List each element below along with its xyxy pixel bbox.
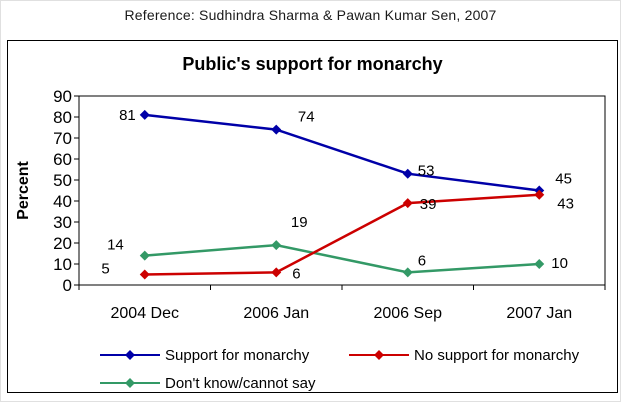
data-point-label: 81 [119, 107, 136, 124]
x-axis-label: 2007 Jan [506, 305, 572, 322]
y-axis-title: Percent [15, 160, 32, 219]
data-point-label: 14 [107, 237, 124, 254]
y-tick-label: 90 [53, 87, 72, 106]
data-point-marker [534, 259, 545, 269]
plot-area: 0 10 20 30 40 50 60 70 80 90 2004 Dec 2006 Jan 2006 … [15, 87, 606, 322]
y-tick-label: 20 [53, 234, 72, 253]
data-point-label: 10 [551, 255, 568, 272]
y-tick-label: 40 [53, 192, 72, 211]
data-point-marker [139, 109, 150, 120]
data-point-label: 39 [420, 196, 437, 213]
reference-caption: Reference: Sudhindra Sharma & Pawan Kuma… [124, 7, 497, 23]
data-point-marker [271, 240, 282, 251]
data-point-label: 53 [418, 163, 435, 180]
y-tick-label: 80 [53, 108, 72, 127]
data-point-label: 74 [298, 109, 315, 126]
y-tick-label: 10 [53, 255, 72, 274]
y-tick-label: 30 [53, 213, 72, 232]
plot-frame [78, 95, 606, 286]
data-point-marker [402, 198, 413, 209]
data-point-marker [271, 124, 282, 135]
y-tick-label: 70 [53, 129, 72, 148]
x-axis-label: 2006 Sep [373, 305, 442, 322]
data-point-marker [139, 269, 150, 280]
data-point-marker [139, 250, 150, 261]
series-line-0 [144, 113, 540, 192]
y-tick-label: 0 [63, 276, 72, 295]
data-point-label: 5 [101, 261, 109, 278]
data-point-marker [402, 267, 413, 278]
x-axis-label: 2004 Dec [111, 305, 180, 322]
series-line-1 [144, 193, 540, 276]
data-point-label: 19 [291, 214, 308, 231]
data-point-label: 43 [557, 196, 574, 213]
y-tick-label: 50 [53, 171, 72, 190]
chart-title: Public's support for monarchy [182, 54, 443, 74]
data-point-marker [534, 189, 545, 200]
data-point-label: 6 [418, 252, 426, 269]
data-point-marker [402, 168, 413, 179]
chart: Public's support for monarchy 0 10 20 30 40 5… [7, 40, 618, 393]
y-tick-label: 60 [53, 150, 72, 169]
x-axis-label: 2006 Jan [243, 305, 309, 322]
data-point-label: 6 [292, 265, 300, 282]
data-point-label: 45 [555, 171, 572, 188]
data-point-marker [271, 267, 282, 278]
series-line-2 [144, 243, 540, 274]
